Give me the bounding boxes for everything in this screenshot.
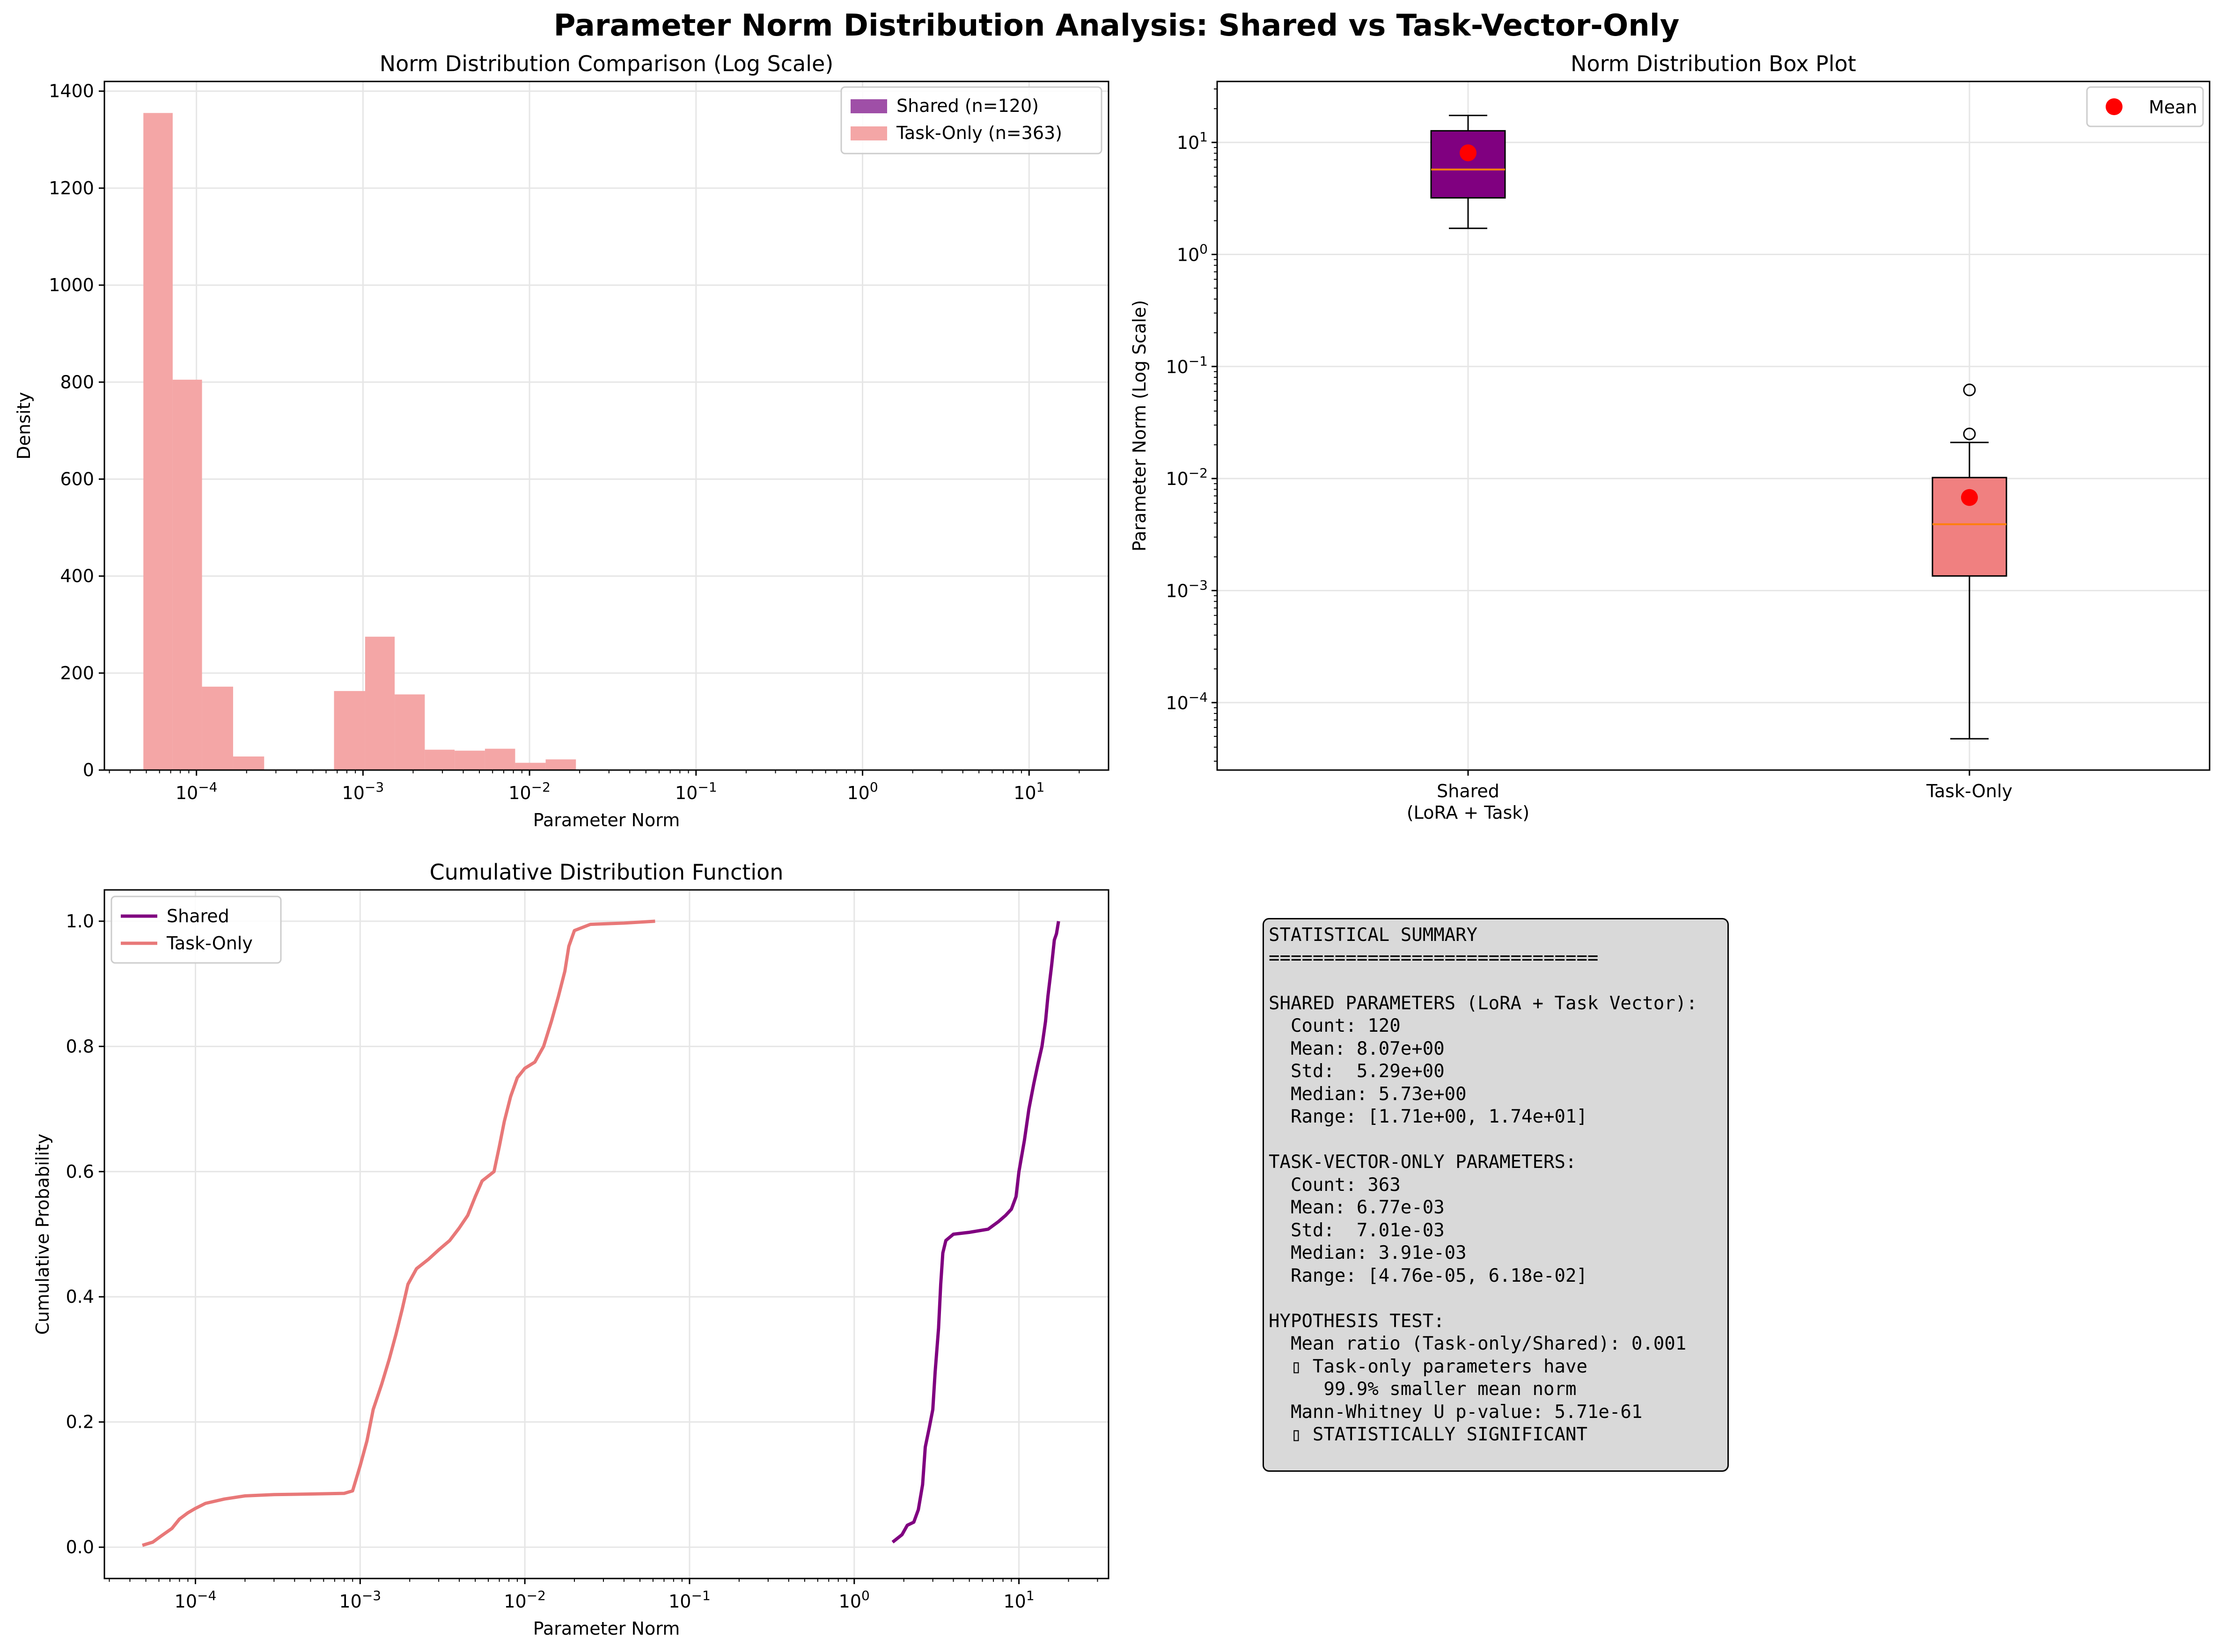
statistical-summary-box: STATISTICAL SUMMARY ====================…: [1263, 918, 1729, 1472]
boxplot-legend-marker: [2106, 98, 2123, 115]
boxplot-panel: Norm Distribution Box Plot 10−4 10−3 10−2 10…: [1129, 51, 2211, 823]
cdf-line-shared: [891, 921, 1060, 1544]
histogram-bar-task-only: [425, 749, 455, 770]
histogram-legend-box: [840, 86, 1102, 154]
histogram-x-tick-label: 10−3: [342, 779, 384, 803]
cdf-title: Cumulative Distribution Function: [430, 859, 784, 885]
cdf-y-tick-label: 0.0: [66, 1537, 94, 1557]
boxplot-y-tick-label: 10−4: [1166, 690, 1208, 713]
boxplot-box-shared: [1430, 130, 1506, 199]
histogram-y-tick-label: 1200: [49, 178, 94, 198]
histogram-bar-task-only: [202, 686, 233, 770]
cdf-x-tick-label: 10−1: [668, 1588, 711, 1612]
histogram-bar-task-only: [455, 750, 485, 770]
histogram-legend-swatch: [851, 99, 887, 113]
histogram-x-tick-label: 100: [847, 779, 878, 803]
boxplot-axes-frame: [1216, 81, 2211, 771]
histogram-bar-task-only: [545, 759, 576, 770]
cdf-y-tick-label: 0.2: [66, 1412, 94, 1432]
histogram-bar-task-only: [334, 691, 365, 770]
boxplot-y-tick-label: 10−1: [1166, 353, 1208, 377]
cdf-legend-label: Shared: [167, 906, 229, 926]
histogram-x-tick-label: 10−1: [675, 779, 717, 803]
cdf-x-tick-label: 10−4: [175, 1588, 217, 1612]
histogram-bar-task-only: [365, 637, 395, 770]
cdf-x-tick-label: 101: [1003, 1588, 1034, 1612]
cdf-x-tick-label: 100: [839, 1588, 870, 1612]
boxplot-y-tick-label: 101: [1177, 129, 1208, 153]
cdf-y-tick-label: 0.6: [66, 1161, 94, 1182]
cdf-legend-box: [110, 896, 282, 964]
statistical-summary-text: STATISTICAL SUMMARY ====================…: [1269, 925, 1697, 1445]
histogram-x-tick-label: 10−2: [508, 779, 551, 803]
boxplot-category-label: Task-Only: [1926, 781, 2013, 801]
histogram-bar-task-only: [143, 113, 173, 771]
histogram-y-tick-label: 800: [60, 372, 94, 392]
figure-title: Parameter Norm Distribution Analysis: Sh…: [554, 8, 1680, 43]
boxplot-title: Norm Distribution Box Plot: [1571, 51, 1856, 76]
histogram-legend-label: Shared (n=120): [896, 95, 1039, 116]
histogram-y-tick-label: 400: [60, 566, 94, 587]
histogram-x-tick-label: 10−4: [176, 779, 218, 803]
cdf-y-tick-label: 0.8: [66, 1036, 94, 1057]
histogram-y-axis-label: Density: [14, 392, 34, 459]
boxplot-outlier-task-only: [1963, 427, 1976, 441]
histogram-axes-frame: [103, 81, 1109, 771]
histogram-y-tick-label: 200: [60, 663, 94, 683]
histogram-bar-task-only: [395, 694, 425, 770]
boxplot-legend-box: [2086, 86, 2204, 127]
boxplot-legend-label: Mean: [2149, 97, 2197, 117]
boxplot-category-label: (LoRA + Task): [1407, 802, 1529, 823]
histogram-title: Norm Distribution Comparison (Log Scale): [380, 51, 834, 76]
boxplot-mean-marker-task-only: [1961, 489, 1978, 506]
boxplot-y-tick-label: 100: [1177, 242, 1208, 265]
boxplot-y-axis-label: Parameter Norm (Log Scale): [1129, 300, 1150, 551]
cdf-legend-label: Task-Only: [166, 933, 253, 954]
boxplot-category-label: Shared: [1437, 781, 1499, 801]
histogram-x-tick-label: 101: [1014, 779, 1044, 803]
histogram-bar-task-only: [515, 763, 546, 770]
histogram-legend-swatch: [851, 126, 887, 140]
cdf-x-tick-label: 10−3: [339, 1588, 381, 1612]
histogram-bar-task-only: [172, 380, 202, 770]
cdf-x-tick-label: 10−2: [504, 1588, 546, 1612]
boxplot-mean-marker-shared: [1460, 144, 1476, 162]
cdf-y-tick-label: 1.0: [66, 911, 94, 932]
cdf-panel: Cumulative Distribution Function 0.0 0.2 0.…: [32, 859, 1109, 1639]
cdf-y-axis-label: Cumulative Probability: [32, 1134, 53, 1335]
cdf-y-tick-label: 0.4: [66, 1286, 94, 1307]
histogram-legend-label: Task-Only (n=363): [896, 123, 1062, 143]
histogram-y-tick-label: 600: [60, 469, 94, 489]
histogram-x-axis-label: Parameter Norm: [533, 810, 680, 830]
cdf-x-axis-label: Parameter Norm: [533, 1618, 680, 1639]
histogram-bar-task-only: [233, 756, 264, 770]
histogram-y-tick-label: 1000: [49, 275, 94, 295]
histogram-bar-task-only: [485, 749, 515, 770]
histogram-panel: Norm Distribution Comparison (Log Scale)…: [14, 51, 1109, 830]
boxplot-y-tick-label: 10−2: [1166, 465, 1208, 489]
histogram-y-tick-label: 1400: [49, 81, 94, 102]
boxplot-outlier-task-only: [1963, 383, 1976, 396]
cdf-line-task-only: [142, 919, 655, 1547]
histogram-y-tick-label: 0: [83, 760, 94, 780]
boxplot-y-tick-label: 10−3: [1166, 578, 1208, 602]
cdf-axes-frame: [103, 889, 1109, 1579]
